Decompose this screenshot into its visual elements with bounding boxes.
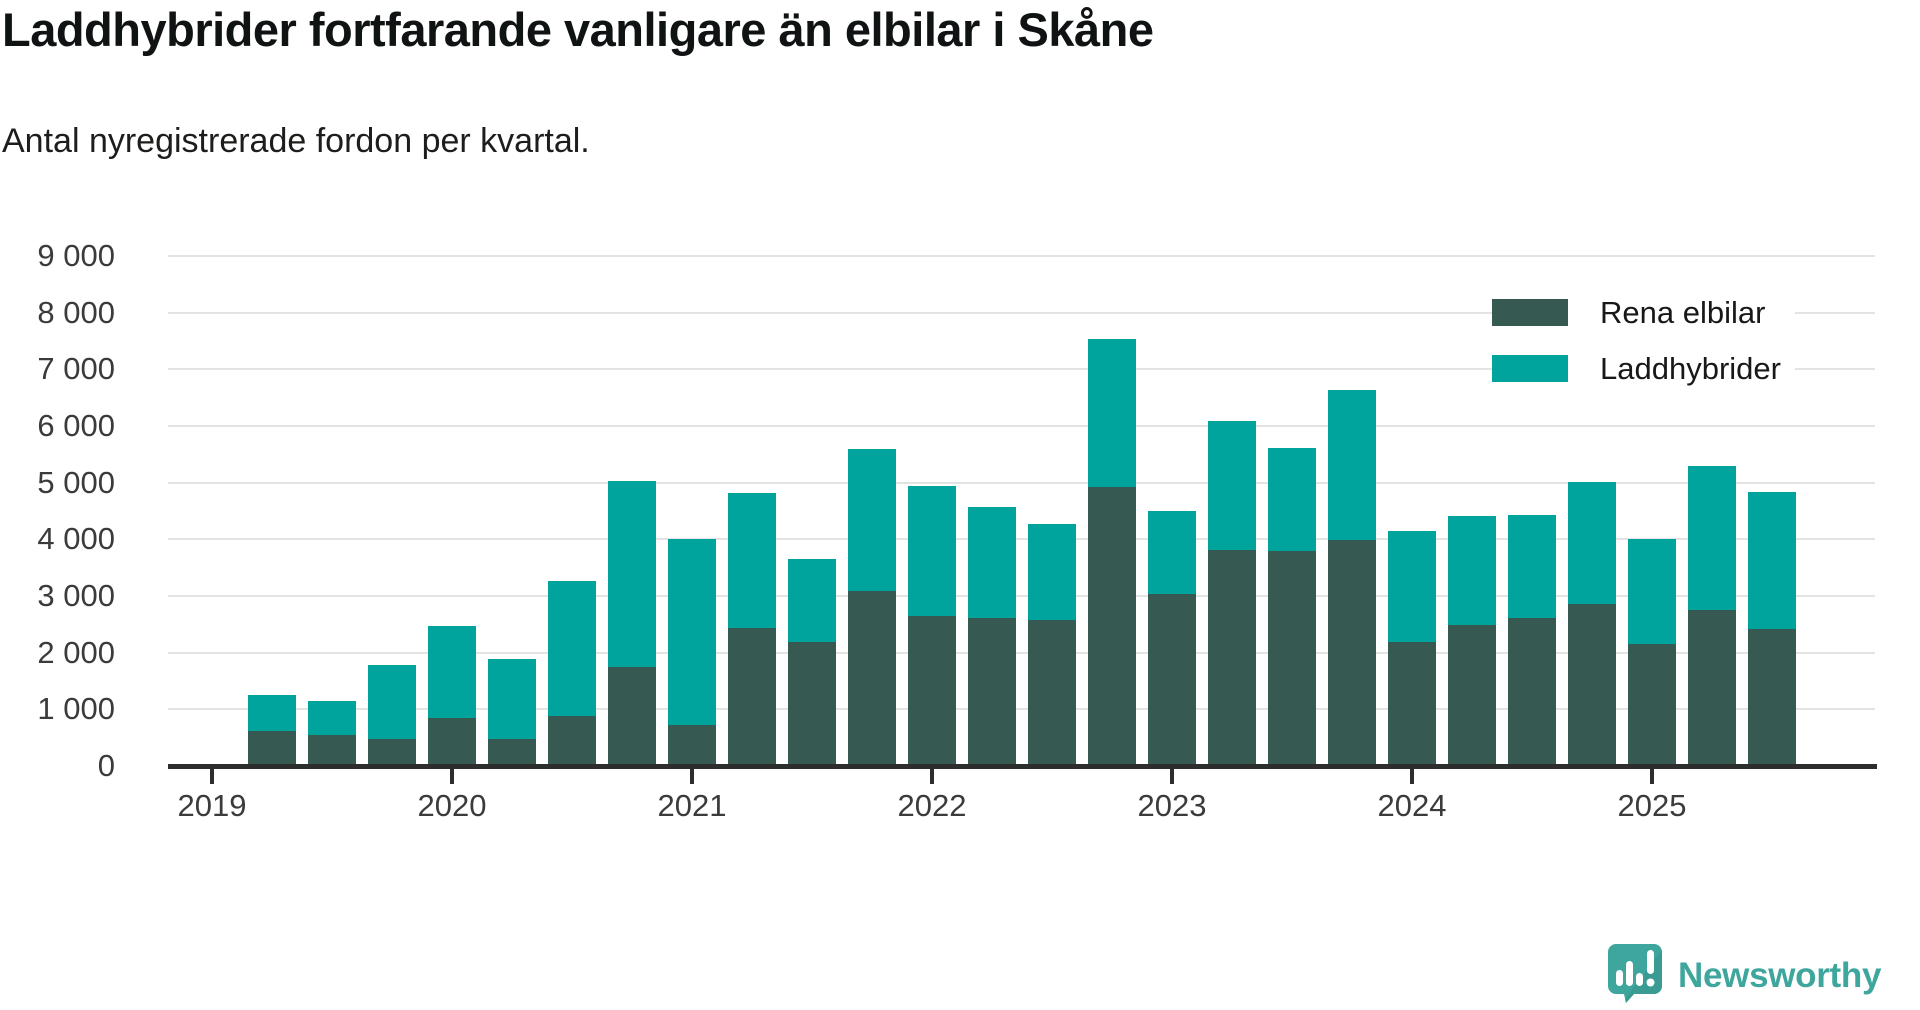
gridline-6000 (168, 425, 1875, 427)
bar-segment-laddhybrider (848, 449, 896, 591)
bar-segment-laddhybrider (1688, 466, 1736, 610)
x-tick-2023 (1170, 769, 1174, 784)
gridline-3000 (168, 595, 1875, 597)
x-tick-2020 (450, 769, 454, 784)
bar-segment-laddhybrider (308, 701, 356, 735)
y-tick-label-0: 0 (97, 748, 115, 783)
x-tick-label-2020: 2020 (417, 788, 487, 823)
legend-item-rena-elbilar: Rena elbilar (1492, 295, 1795, 330)
legend: Rena elbilar Laddhybrider (1492, 295, 1795, 411)
x-tick-label-2024: 2024 (1377, 788, 1447, 823)
x-axis-line (168, 764, 1877, 769)
x-tick-2024 (1410, 769, 1414, 784)
bar-segment-laddhybrider (1388, 531, 1436, 642)
bar-segment-laddhybrider (1568, 482, 1616, 604)
x-tick-label-2023: 2023 (1137, 788, 1207, 823)
bar-segment-laddhybrider (668, 539, 716, 725)
bar-segment-laddhybrider (728, 493, 776, 628)
legend-swatch-laddhybrider (1492, 355, 1568, 382)
bar-segment-laddhybrider (908, 486, 956, 616)
bar-segment-laddhybrider (428, 626, 476, 718)
bar-segment-rena-elbilar (1088, 487, 1136, 766)
newsworthy-logo-icon (1606, 942, 1664, 1009)
bar-segment-laddhybrider (368, 665, 416, 739)
x-tick-2021 (690, 769, 694, 784)
bar-segment-rena-elbilar (968, 618, 1016, 766)
bar-segment-rena-elbilar (1568, 604, 1616, 766)
bar-segment-laddhybrider (1748, 492, 1796, 629)
bar-segment-rena-elbilar (728, 628, 776, 766)
bar-segment-laddhybrider (1328, 390, 1376, 540)
x-tick-label-2025: 2025 (1617, 788, 1687, 823)
bar-segment-laddhybrider (1268, 448, 1316, 551)
bar-segment-rena-elbilar (1748, 629, 1796, 766)
y-tick-label-9000: 9 000 (37, 238, 115, 273)
x-tick-label-2022: 2022 (897, 788, 967, 823)
gridline-7000 (168, 368, 1875, 370)
bar-segment-laddhybrider (788, 559, 836, 642)
bar-segment-rena-elbilar (428, 718, 476, 766)
bar-segment-laddhybrider (488, 659, 536, 739)
bar-segment-rena-elbilar (908, 616, 956, 766)
gridline-5000 (168, 482, 1875, 484)
y-tick-label-3000: 3 000 (37, 578, 115, 613)
bar-segment-rena-elbilar (1208, 550, 1256, 766)
bar-segment-rena-elbilar (1148, 594, 1196, 766)
bar-segment-rena-elbilar (548, 716, 596, 766)
y-tick-label-5000: 5 000 (37, 465, 115, 500)
bar-segment-rena-elbilar (1028, 620, 1076, 766)
bar-segment-rena-elbilar (668, 725, 716, 766)
bar-segment-laddhybrider (608, 481, 656, 667)
bar-segment-rena-elbilar (1628, 644, 1676, 766)
bar-segment-rena-elbilar (1688, 610, 1736, 766)
gridline-1000 (168, 708, 1875, 710)
x-tick-2022 (930, 769, 934, 784)
bar-segment-rena-elbilar (1508, 618, 1556, 766)
gridline-4000 (168, 538, 1875, 540)
y-tick-label-7000: 7 000 (37, 351, 115, 386)
y-tick-label-2000: 2 000 (37, 635, 115, 670)
bar-segment-laddhybrider (248, 695, 296, 731)
y-tick-label-8000: 8 000 (37, 295, 115, 330)
bar-segment-laddhybrider (1088, 339, 1136, 487)
bar-segment-rena-elbilar (1328, 540, 1376, 766)
bar-segment-laddhybrider (1028, 524, 1076, 620)
bar-segment-rena-elbilar (248, 731, 296, 766)
y-tick-label-6000: 6 000 (37, 408, 115, 443)
y-tick-label-1000: 1 000 (37, 691, 115, 726)
bar-segment-laddhybrider (1208, 421, 1256, 550)
x-tick-label-2019: 2019 (177, 788, 247, 823)
page-title: Laddhybrider fortfarande vanligare än el… (2, 3, 1154, 56)
x-tick-2019 (210, 769, 214, 784)
newsworthy-logo: Newsworthy (1606, 942, 1881, 1009)
gridline-8000 (168, 312, 1875, 314)
bar-segment-laddhybrider (1448, 516, 1496, 625)
bar-segment-rena-elbilar (608, 667, 656, 766)
bar-segment-rena-elbilar (788, 642, 836, 766)
legend-swatch-rena-elbilar (1492, 299, 1568, 326)
legend-label: Laddhybrider (1600, 351, 1781, 386)
bar-segment-laddhybrider (1508, 515, 1556, 618)
x-tick-2025 (1650, 769, 1654, 784)
y-tick-label-4000: 4 000 (37, 521, 115, 556)
gridline-9000 (168, 255, 1875, 257)
bar-segment-rena-elbilar (1448, 625, 1496, 766)
legend-item-laddhybrider: Laddhybrider (1492, 351, 1795, 386)
bar-segment-rena-elbilar (1268, 551, 1316, 766)
x-tick-label-2021: 2021 (657, 788, 727, 823)
bar-segment-laddhybrider (1148, 511, 1196, 594)
bar-segment-laddhybrider (1628, 539, 1676, 644)
bar-segment-rena-elbilar (488, 739, 536, 766)
bar-segment-laddhybrider (548, 581, 596, 716)
gridline-2000 (168, 652, 1875, 654)
bar-segment-rena-elbilar (308, 735, 356, 766)
bar-segment-rena-elbilar (848, 591, 896, 766)
legend-label: Rena elbilar (1600, 295, 1766, 330)
bar-segment-laddhybrider (968, 507, 1016, 618)
chart-subtitle: Antal nyregistrerade fordon per kvartal. (2, 122, 590, 160)
bar-segment-rena-elbilar (1388, 642, 1436, 766)
newsworthy-logo-text: Newsworthy (1678, 955, 1882, 995)
bar-segment-rena-elbilar (368, 739, 416, 766)
